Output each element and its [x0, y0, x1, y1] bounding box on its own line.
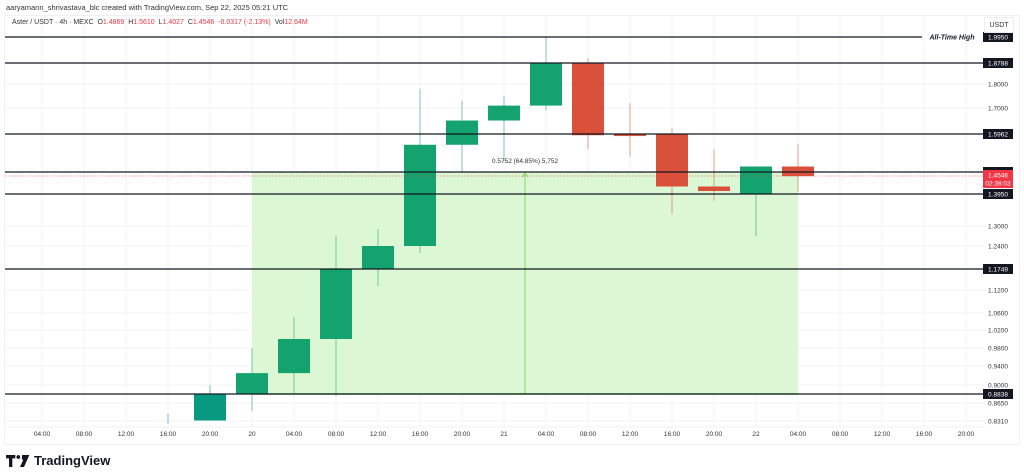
current-price-badge: 1.4546: [988, 173, 1008, 180]
time-tick: 20:00: [202, 431, 219, 438]
level-price-badge: 1.3950: [988, 192, 1008, 199]
price-tick: 1.0600: [988, 311, 1008, 318]
time-tick: 20:00: [706, 431, 723, 438]
time-tick: 16:00: [412, 431, 429, 438]
level-price-badge: 1.5962: [988, 132, 1008, 139]
price-tick: 1.8000: [988, 82, 1008, 89]
candle[interactable]: [362, 229, 394, 287]
level-price-badge: 1.1749: [988, 267, 1008, 274]
arrow-up-icon: [521, 172, 529, 178]
brand-name: TradingView: [34, 453, 111, 468]
price-tick: 0.9400: [988, 364, 1008, 371]
price-tick: 1.7000: [988, 106, 1008, 113]
change-value: -0.0317 (-2.13%): [218, 19, 271, 26]
candle[interactable]: [782, 144, 814, 192]
price-tick: 0.8650: [988, 401, 1008, 408]
candle[interactable]: [740, 166, 772, 236]
time-tick: 16:00: [916, 431, 933, 438]
candle[interactable]: [194, 385, 226, 421]
candlestick-chart[interactable]: 0.5752 (64.85%) 5,752 All-Time High 1.8000…: [5, 16, 1024, 446]
chart-frame: [4, 15, 1020, 445]
time-tick: 04:00: [538, 431, 555, 438]
time-tick: 12:00: [874, 431, 891, 438]
time-tick: 08:00: [832, 431, 849, 438]
level-price-badge: 1.8788: [988, 61, 1008, 68]
candle[interactable]: [404, 88, 436, 254]
price-tick: 1.1200: [988, 288, 1008, 295]
bar-countdown: 02:38:03: [985, 181, 1011, 188]
price-tick: 0.8310: [988, 419, 1008, 426]
candle[interactable]: [530, 37, 562, 111]
time-tick: 22: [752, 431, 760, 438]
support-resistance-levels[interactable]: All-Time High: [5, 32, 985, 395]
currency-label[interactable]: USDT: [984, 17, 1014, 33]
time-tick: 20:00: [454, 431, 471, 438]
time-tick: 12:00: [118, 431, 135, 438]
price-tick: 1.2400: [988, 244, 1008, 251]
chart-credit: aaryamann_shrivastava_blc created with T…: [6, 3, 289, 12]
symbol-label[interactable]: Aster / USDT · 4h · MEXC: [12, 19, 94, 26]
level-price-badge: 0.8838: [988, 392, 1008, 399]
price-tick: 0.9800: [988, 346, 1008, 353]
time-tick: 08:00: [76, 431, 93, 438]
time-tick: 20:00: [958, 431, 975, 438]
high-value: 1.5610: [133, 19, 155, 26]
time-tick: 08:00: [580, 431, 597, 438]
time-tick: 12:00: [370, 431, 387, 438]
tradingview-brand: TradingView: [6, 453, 110, 468]
time-tick: 04:00: [790, 431, 807, 438]
candle[interactable]: [488, 96, 520, 162]
candles: [167, 37, 814, 424]
price-tick: 0.9000: [988, 383, 1008, 390]
time-tick: 16:00: [160, 431, 177, 438]
price-tick: 1.0200: [988, 328, 1008, 335]
time-tick: 21: [500, 431, 508, 438]
level-price-badge: 1.9950: [988, 35, 1008, 42]
candle[interactable]: [320, 236, 352, 396]
time-tick: 20: [248, 431, 256, 438]
price-tick: 1.3000: [988, 224, 1008, 231]
volume-value: 12.64M: [284, 19, 308, 26]
measure-label: 0.5752 (64.85%) 5,752: [492, 158, 559, 165]
close-value: 1.4546: [192, 19, 215, 26]
candle[interactable]: [572, 58, 604, 150]
candle[interactable]: [236, 348, 268, 411]
candle[interactable]: [278, 317, 310, 394]
price-axis[interactable]: 1.8000 1.7000 1.3000 1.2400 1.1200 1.0600 1.02…: [983, 32, 1013, 426]
time-tick: 16:00: [664, 431, 681, 438]
candle[interactable]: [614, 103, 646, 157]
candle[interactable]: [656, 128, 688, 215]
all-time-high-label: All-Time High: [929, 35, 975, 42]
tradingview-logo-icon: [6, 454, 30, 467]
time-tick: 12:00: [622, 431, 639, 438]
chart-plot-area[interactable]: 0.5752 (64.85%) 5,752 All-Time High 1.8000…: [5, 16, 1013, 438]
candle[interactable]: [698, 149, 730, 201]
time-tick: 04:00: [34, 431, 51, 438]
open-value: 1.4869: [102, 19, 125, 26]
time-axis[interactable]: 04:00 08:00 12:00 16:00 20:00 20 04:00 08:00 12:…: [5, 426, 985, 438]
ohlc-legend: Aster / USDT · 4h · MEXC O1.4869 H1.5610…: [12, 19, 308, 26]
time-tick: 08:00: [328, 431, 345, 438]
low-value: 1.4027: [162, 19, 184, 26]
time-tick: 04:00: [286, 431, 303, 438]
candle[interactable]: [446, 100, 478, 172]
